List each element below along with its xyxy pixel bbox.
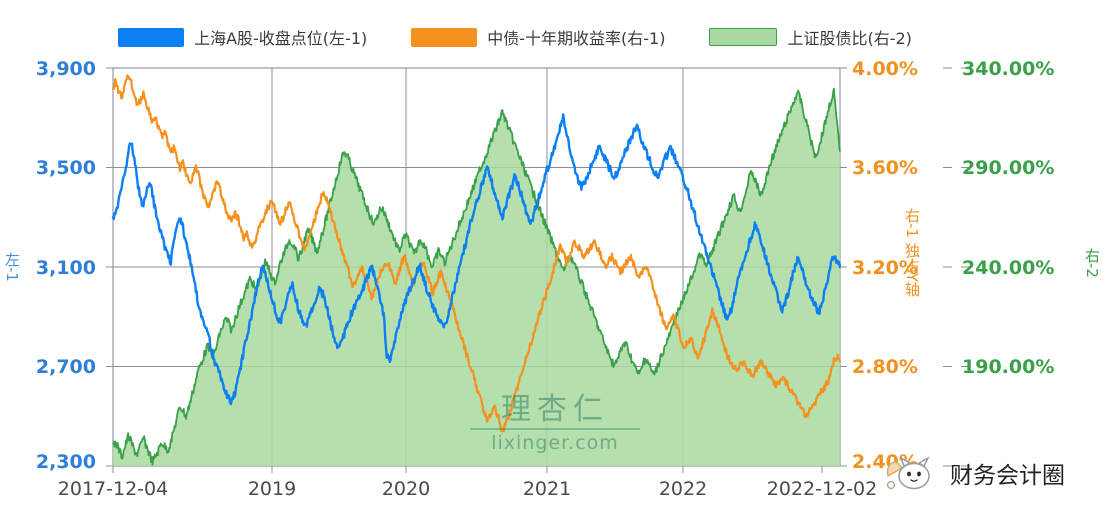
y-left-tick-2: 3,100 — [35, 257, 96, 279]
y-axis-right-2: 340.00% 290.00% 240.00% 190.00% — [962, 0, 1090, 520]
y-right2-tick-0: 340.00% — [962, 58, 1055, 80]
x-tick-5: 2022-12-02 — [766, 478, 878, 500]
y-right1-tick-0: 4.00% — [852, 58, 918, 80]
y-right1-tick-2: 3.20% — [852, 257, 918, 279]
y-axis-right-1: 4.00% 3.60% 3.20% 2.80% 2.40% — [852, 0, 936, 520]
legend-label-shanghai-a-close: 上海A股-收盘点位(左-1) — [194, 29, 368, 48]
y-right1-tick-1: 3.60% — [852, 157, 918, 179]
cat-face-avatar-icon — [886, 456, 930, 490]
chart-legend: 上海A股-收盘点位(左-1) 中债-十年期收益率(右-1) 上证股债比(右-2) — [0, 24, 1030, 50]
legend-swatch-orange — [411, 27, 478, 47]
legend-swatch-blue — [118, 27, 185, 47]
x-tick-1: 2019 — [247, 478, 297, 500]
legend-item-shanghai-a-close[interactable]: 上海A股-收盘点位(左-1) — [118, 25, 367, 49]
x-tick-0: 2017-12-04 — [57, 478, 169, 500]
x-tick-2: 2020 — [381, 478, 431, 500]
legend-label-china-bond-10y-yield: 中债-十年期收益率(右-1) — [487, 29, 666, 48]
y-right2-tick-3: 190.00% — [962, 356, 1055, 378]
legend-item-sse-equity-bond-ratio[interactable]: 上证股债比(右-2) — [709, 25, 912, 49]
y-left-tick-0: 3,900 — [35, 58, 96, 80]
x-tick-4: 2022 — [658, 478, 708, 500]
y-left-tick-1: 3,500 — [35, 157, 96, 179]
y-right2-tick-1: 290.00% — [962, 157, 1055, 179]
y-left-tick-4: 2,300 — [35, 451, 96, 473]
y-right1-tick-3: 2.80% — [852, 356, 918, 378]
y-left-tick-3: 2,700 — [35, 356, 96, 378]
brand-block: 财务会计圈 — [884, 452, 1065, 494]
y-axis-left: 3,900 3,500 3,100 2,700 2,300 — [18, 0, 96, 520]
legend-swatch-green — [709, 28, 778, 46]
y-right2-tick-2: 240.00% — [962, 257, 1055, 279]
x-tick-3: 2021 — [522, 478, 572, 500]
axis-title-right-1: 右-1 独占Y轴 — [903, 208, 921, 297]
axis-title-right-2: 右-2 — [1083, 248, 1101, 278]
axis-title-left: 左-1 — [3, 252, 21, 282]
brand-name: 财务会计圈 — [950, 463, 1065, 489]
legend-label-sse-equity-bond-ratio: 上证股债比(右-2) — [787, 29, 912, 48]
legend-item-china-bond-10y-yield[interactable]: 中债-十年期收益率(右-1) — [411, 25, 665, 49]
